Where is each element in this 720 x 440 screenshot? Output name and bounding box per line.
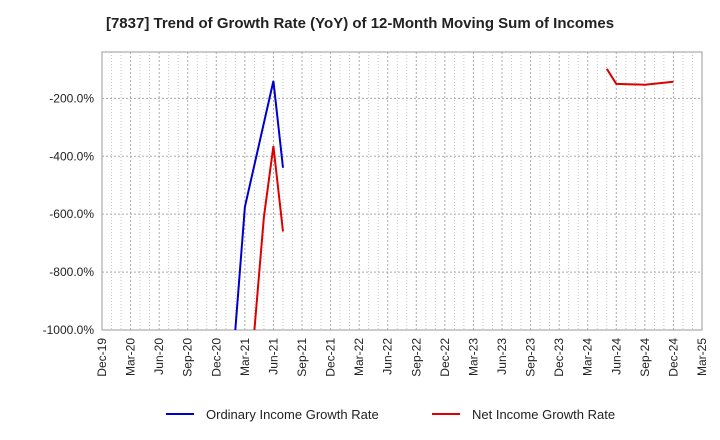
x-tick-label: Jun-22 — [381, 338, 395, 375]
x-tick-label: Dec-22 — [438, 338, 452, 377]
x-tick-label: Dec-24 — [666, 338, 680, 377]
plot-area — [101, 51, 703, 331]
x-tick-label: Mar-23 — [466, 338, 480, 376]
legend-label: Ordinary Income Growth Rate — [206, 407, 379, 422]
y-tick-label: -200.0% — [49, 91, 94, 105]
x-tick-label: Mar-22 — [352, 338, 366, 376]
x-tick-label: Jun-20 — [152, 338, 166, 375]
x-tick-label: Jun-21 — [266, 338, 280, 375]
x-tick-label: Sep-24 — [638, 338, 652, 377]
x-tick-label: Sep-21 — [295, 338, 309, 377]
x-tick-label: Dec-21 — [324, 338, 338, 377]
y-tick-label: -400.0% — [49, 149, 94, 163]
x-tick-label: Dec-23 — [552, 338, 566, 377]
x-tick-label: Mar-25 — [695, 338, 709, 376]
x-tick-label: Mar-24 — [581, 338, 595, 376]
x-tick-label: Dec-19 — [95, 338, 109, 377]
x-tick-label: Sep-22 — [409, 338, 423, 377]
x-tick-label: Sep-20 — [181, 338, 195, 377]
y-tick-label: -1000.0% — [43, 323, 95, 337]
x-tick-label: Sep-23 — [524, 338, 538, 377]
x-tick-label: Jun-23 — [495, 338, 509, 375]
series-line-1 — [253, 145, 284, 330]
x-tick-label: Jun-24 — [609, 338, 623, 375]
y-tick-label: -800.0% — [49, 265, 94, 279]
series-line-1 — [605, 68, 674, 86]
legend-label: Net Income Growth Rate — [472, 407, 615, 422]
series-line-0 — [234, 80, 284, 330]
x-tick-label: Dec-20 — [209, 338, 223, 377]
chart-title: [7837] Trend of Growth Rate (YoY) of 12-… — [105, 15, 615, 32]
x-tick-label: Mar-20 — [124, 338, 138, 376]
x-tick-label: Mar-21 — [238, 338, 252, 376]
y-tick-label: -600.0% — [49, 207, 94, 221]
